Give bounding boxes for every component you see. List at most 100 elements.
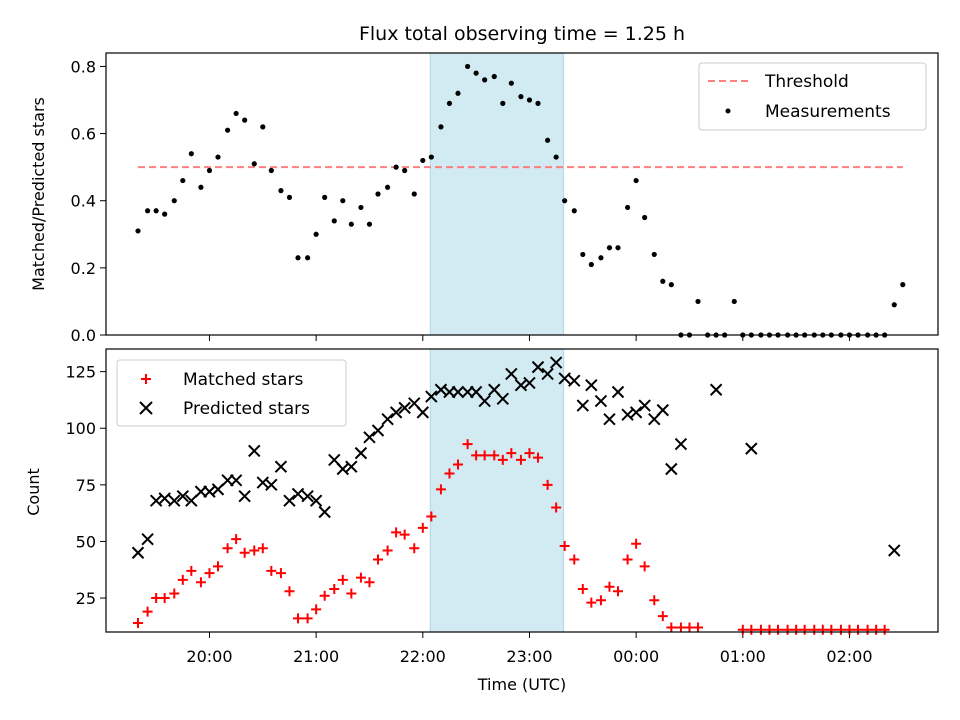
matched-star-point	[489, 450, 500, 461]
bottom-y-tick-label: 50	[76, 532, 96, 551]
predicted-star-point	[381, 412, 394, 426]
matched-star-point	[551, 502, 562, 513]
predicted-star-point	[709, 383, 723, 396]
matched-star-point	[151, 593, 162, 604]
matched-star-point	[853, 624, 863, 635]
matched-star-point	[275, 568, 286, 579]
matched-star-point	[515, 454, 526, 465]
matched-star-point	[639, 561, 650, 572]
predicted-star-point	[451, 385, 465, 399]
measurement-point	[588, 261, 594, 268]
matched-star-point	[249, 545, 260, 556]
bottom-y-tick-label: 100	[65, 419, 96, 438]
measurement-point	[562, 198, 568, 204]
matched-star-point	[364, 577, 375, 588]
matched-star-point	[319, 590, 330, 601]
measurement-point	[188, 151, 194, 157]
measurement-point	[268, 167, 274, 174]
measurement-point	[900, 282, 906, 288]
predicted-star-point	[594, 394, 608, 408]
predicted-star-point	[665, 462, 678, 476]
predicted-star-point	[585, 379, 598, 392]
matched-star-point	[293, 613, 303, 624]
predicted-star-point	[345, 460, 358, 473]
measurement-point	[465, 63, 471, 70]
matched-star-point	[844, 624, 855, 635]
matched-star-point	[764, 624, 775, 635]
predicted-star-point	[309, 494, 323, 507]
predicted-star-point	[158, 492, 171, 505]
measurement-point	[286, 194, 293, 200]
top-y-tick-label: 0.6	[71, 125, 96, 144]
bottom-axes-frame	[105, 348, 939, 633]
x-tick-label: 02:00	[826, 647, 872, 666]
matched-star-point	[311, 604, 322, 615]
predicted-star-point	[274, 460, 288, 473]
measurement-point	[571, 208, 577, 214]
matched-star-point	[133, 617, 143, 628]
matched-star-point	[257, 543, 268, 554]
bottom-y-axis-label: Count	[24, 468, 43, 516]
measurement-point	[606, 245, 613, 251]
bottom-legend-matched-swatch	[141, 374, 151, 384]
matched-star-point	[329, 583, 340, 594]
predicted-star-point	[248, 444, 261, 458]
matched-star-point	[657, 611, 668, 622]
measurement-point	[295, 255, 301, 261]
matched-star-point	[871, 624, 882, 635]
matched-star-point	[444, 468, 455, 479]
chart-title: Flux total observing time = 1.25 h	[359, 23, 685, 45]
predicted-star-point	[354, 446, 368, 460]
predicted-star-point	[229, 474, 243, 487]
matched-star-point	[737, 624, 748, 635]
matched-star-point	[693, 622, 703, 633]
top-observing-window-span	[429, 52, 565, 336]
x-tick-label: 21:00	[293, 647, 339, 666]
matched-star-point	[399, 529, 410, 540]
matched-star-point	[497, 454, 508, 465]
predicted-star-point	[541, 367, 554, 381]
matched-star-point	[577, 583, 588, 594]
matched-star-point	[471, 450, 482, 461]
matched-star-point	[195, 577, 206, 588]
matched-star-point	[435, 484, 446, 495]
measurement-point	[162, 211, 168, 217]
predicted-star-point	[301, 489, 314, 503]
top-y-tick-label: 0.2	[71, 259, 96, 278]
measurement-point	[651, 251, 657, 258]
matched-star-point	[462, 439, 473, 450]
matched-star-point	[649, 595, 660, 606]
predicted-star-point	[496, 392, 510, 406]
matched-star-point	[746, 624, 757, 635]
measurement-point	[598, 255, 604, 261]
predicted-star-point	[611, 385, 625, 399]
measurement-point	[180, 177, 186, 184]
matched-star-point	[542, 479, 553, 490]
predicted-star-point	[629, 406, 643, 419]
predicted-star-point	[318, 505, 331, 519]
predicted-star-point	[576, 399, 590, 412]
matched-star-point	[239, 547, 250, 558]
matched-star-point	[524, 448, 535, 459]
measurement-point	[455, 90, 461, 96]
matched-star-point	[755, 624, 766, 635]
predicted-star-point	[211, 483, 225, 496]
measurement-point	[660, 278, 666, 284]
measurement-point	[340, 198, 346, 204]
x-tick-label: 23:00	[506, 647, 552, 666]
matched-star-point	[817, 624, 828, 635]
measurement-point	[545, 137, 551, 143]
matched-star-point	[346, 588, 357, 599]
matched-star-point	[675, 622, 686, 633]
measurement-point	[891, 302, 897, 308]
measurement-point	[305, 255, 311, 261]
bottom-panel: 25 50 75 100 125 20:00 21:00 22:00 23:00 00:00 01:…	[65, 348, 939, 666]
x-tick-label: 22:00	[400, 647, 446, 666]
matched-star-point	[809, 624, 820, 635]
top-y-tick-label: 0.4	[71, 192, 96, 211]
matched-star-point	[604, 581, 615, 592]
measurement-point	[580, 251, 586, 258]
measurement-point	[428, 154, 434, 160]
predicted-star-point	[185, 494, 198, 507]
